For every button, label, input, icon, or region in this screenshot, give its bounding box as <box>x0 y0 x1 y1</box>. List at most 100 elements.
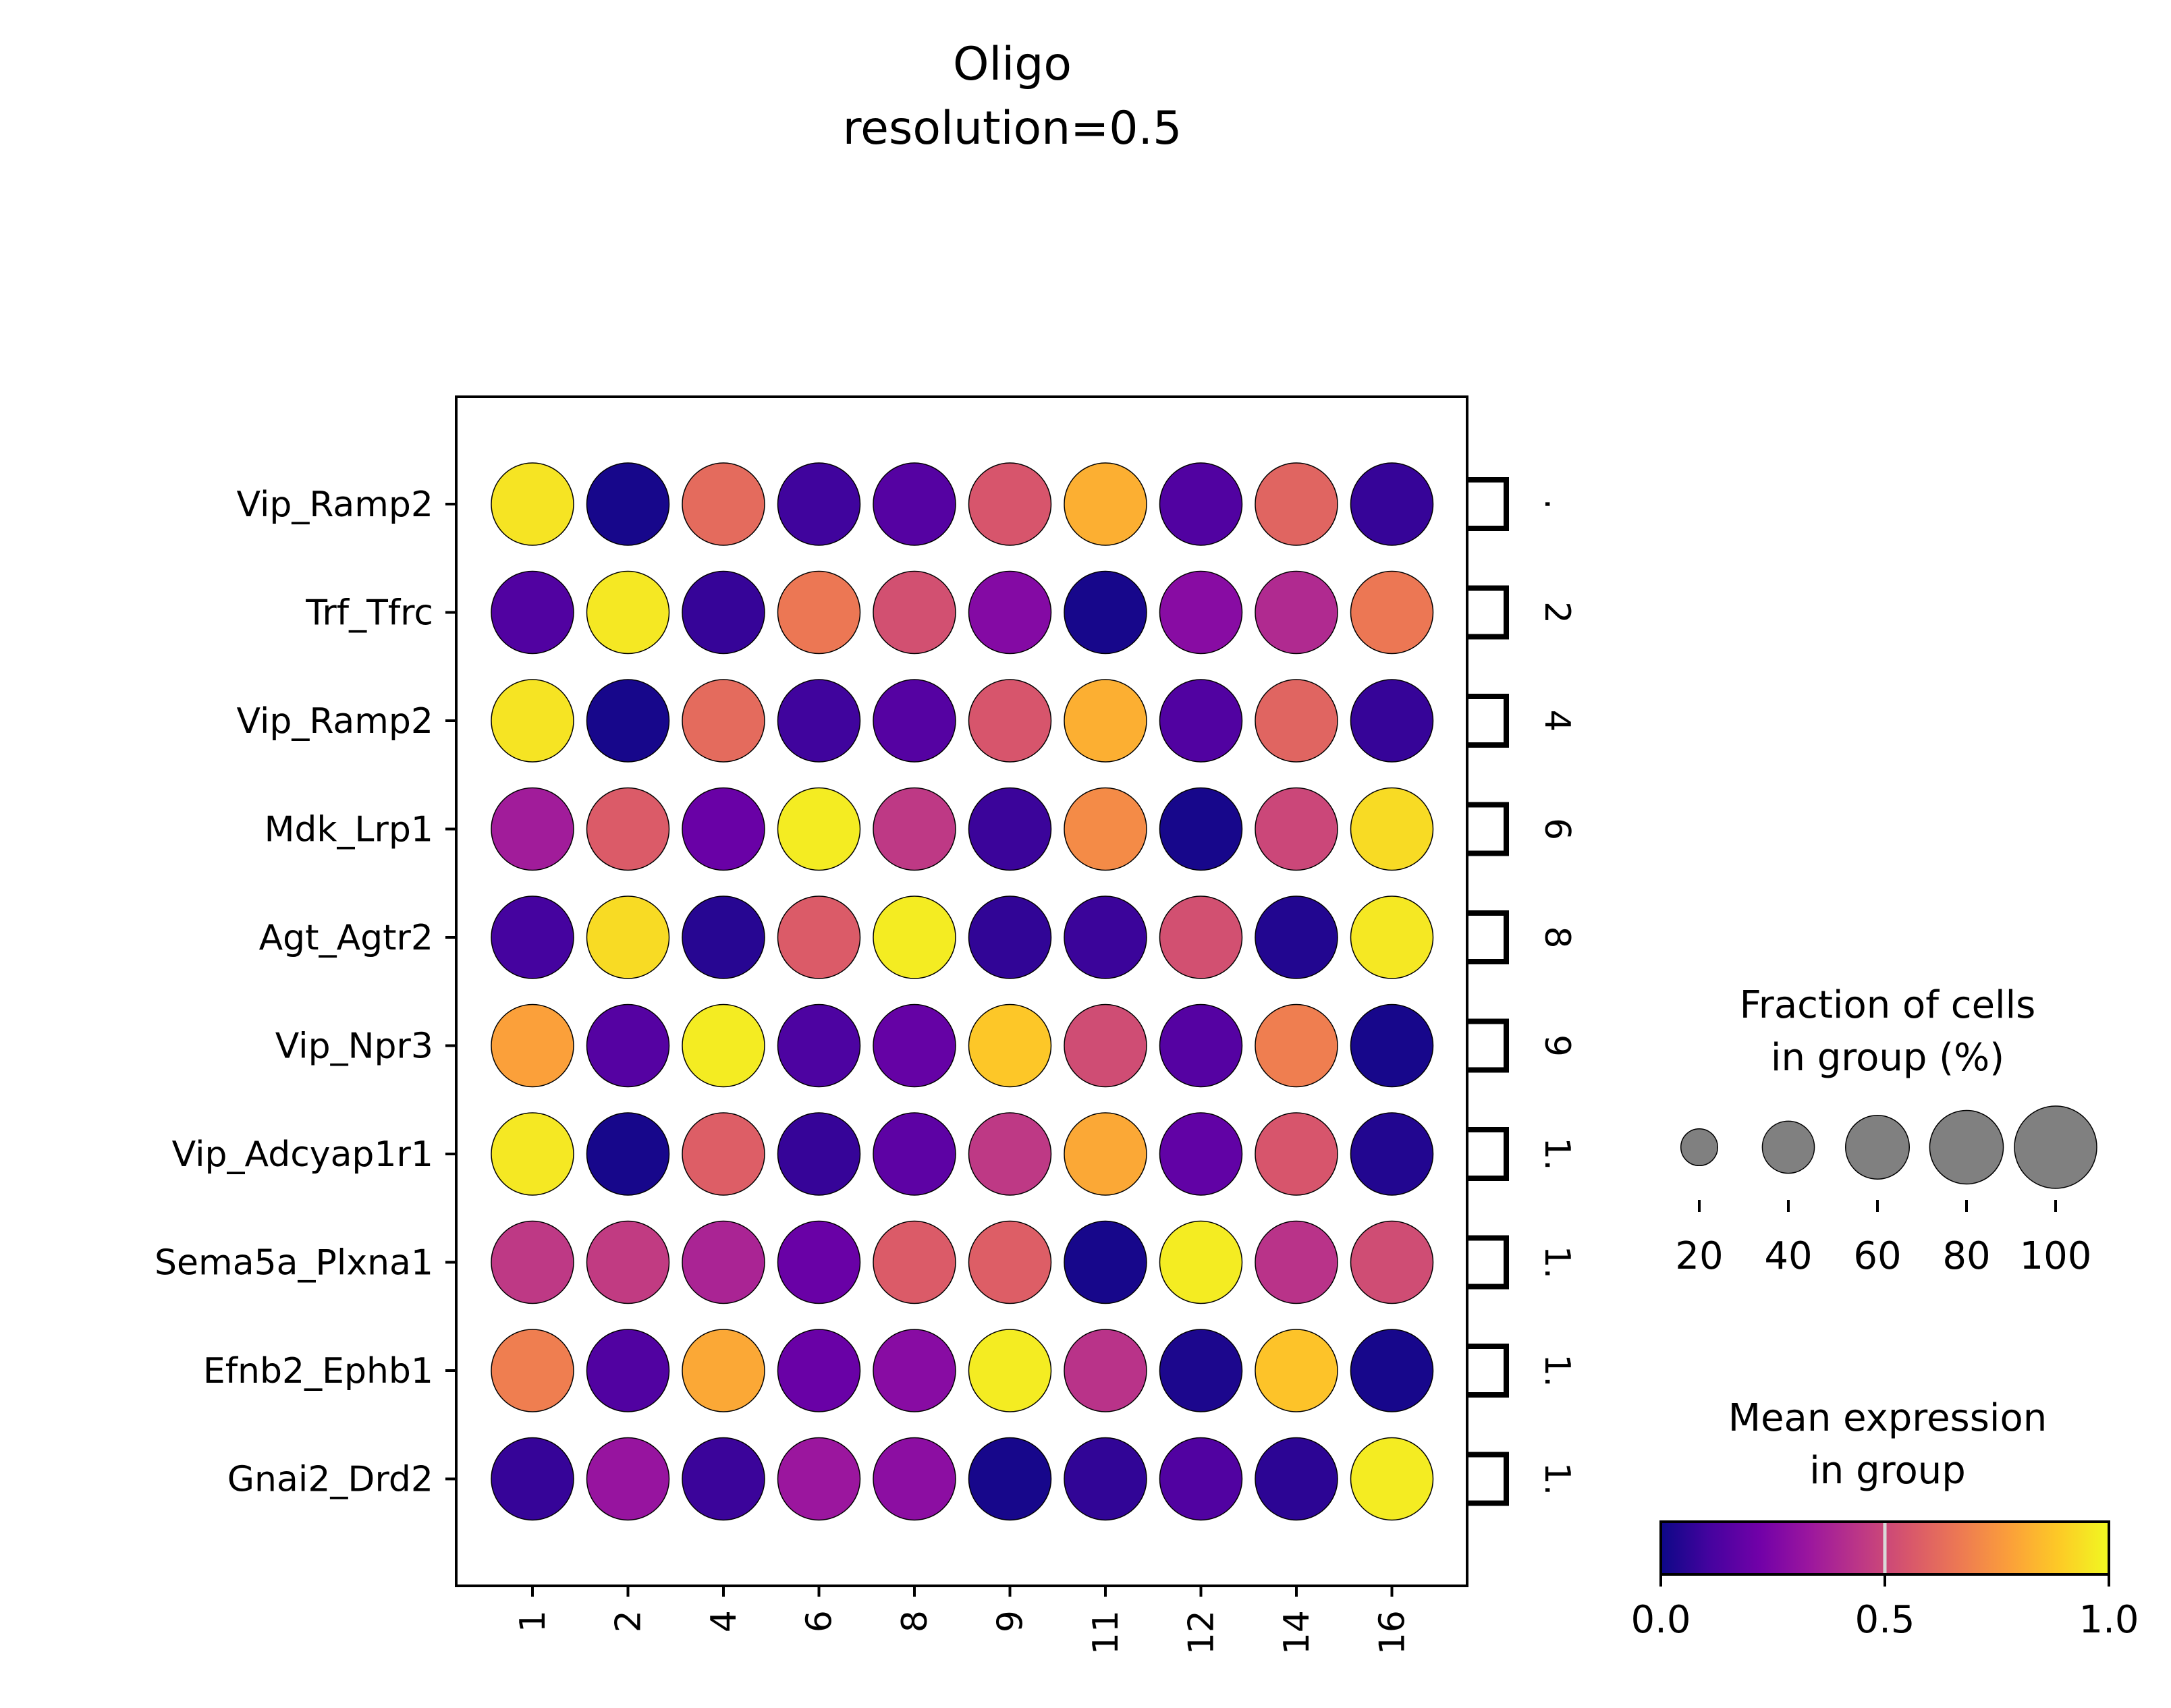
dot-8-1 <box>586 1329 670 1412</box>
y-tick-label: Gnai2_Drd2 <box>227 1460 433 1500</box>
dot-1-8 <box>1255 570 1338 655</box>
dot-2-8 <box>1255 679 1338 763</box>
chart-title-line: resolution=0.5 <box>843 102 1182 155</box>
y-tick-label: Agt_Agtr2 <box>259 918 433 958</box>
dot-6-7 <box>1159 1112 1243 1196</box>
dot-7-1 <box>586 1220 670 1304</box>
size-legend-dot <box>1929 1109 2004 1185</box>
group-bracket-label: 9 <box>1537 1035 1577 1057</box>
dot-1-4 <box>873 570 956 655</box>
dot-3-7 <box>1159 787 1243 871</box>
dot-8-7 <box>1159 1329 1243 1412</box>
dot-4-5 <box>968 896 1052 979</box>
size-legend-label: 100 <box>2020 1234 2092 1278</box>
group-bracket <box>1467 1235 1509 1290</box>
y-tick-label: Vip_Ramp2 <box>237 701 433 742</box>
size-legend-label: 80 <box>1942 1234 1990 1278</box>
dot-5-9 <box>1350 1003 1434 1088</box>
dot-4-2 <box>682 896 765 979</box>
dot-6-3 <box>777 1112 861 1196</box>
group-bracket-label: 1. <box>1537 1137 1577 1171</box>
dot-4-8 <box>1255 896 1338 979</box>
dot-7-7 <box>1159 1220 1243 1304</box>
dot-7-8 <box>1255 1220 1338 1304</box>
y-tick-label: Sema5a_Plxna1 <box>155 1243 433 1284</box>
x-tick-label: 2 <box>609 1610 649 1632</box>
dot-8-9 <box>1350 1329 1434 1412</box>
dot-0-5 <box>968 462 1052 546</box>
dot-7-9 <box>1350 1220 1434 1304</box>
x-tick-label: 9 <box>991 1610 1031 1632</box>
dot-0-9 <box>1350 462 1434 546</box>
dot-2-3 <box>777 679 861 763</box>
dot-6-2 <box>682 1112 765 1196</box>
dot-5-3 <box>777 1003 861 1088</box>
dot-1-2 <box>682 570 765 655</box>
dot-3-2 <box>682 787 765 871</box>
size-legend-label: 60 <box>1853 1234 1901 1278</box>
dot-8-3 <box>777 1329 861 1412</box>
size-legend-title-line: in group (%) <box>1771 1036 2004 1080</box>
group-bracket <box>1467 477 1509 531</box>
dot-4-7 <box>1159 896 1243 979</box>
dot-6-4 <box>873 1112 956 1196</box>
group-bracket <box>1467 910 1509 964</box>
colorbar-tick-label: 0.5 <box>1854 1598 1915 1642</box>
group-bracket <box>1467 1127 1509 1181</box>
x-tick-label: 14 <box>1277 1610 1317 1655</box>
colorbar-tick-label: 0.0 <box>1630 1598 1691 1642</box>
x-tick-label: 11 <box>1086 1610 1126 1655</box>
color-legend-title-line: Mean expression <box>1728 1396 2047 1440</box>
plot-frame <box>455 395 1468 1587</box>
dot-8-5 <box>968 1329 1052 1412</box>
dot-7-6 <box>1064 1220 1147 1304</box>
dot-5-6 <box>1064 1003 1147 1088</box>
group-bracket-label: 2 <box>1537 601 1577 624</box>
x-tick-label: 12 <box>1182 1610 1222 1655</box>
dot-0-2 <box>682 462 765 546</box>
x-tick-label: 1 <box>513 1610 553 1632</box>
dot-0-4 <box>873 462 956 546</box>
y-tick-label: Vip_Adcyap1r1 <box>172 1134 433 1175</box>
dot-8-8 <box>1255 1329 1338 1412</box>
dot-3-8 <box>1255 787 1338 871</box>
group-bracket-label: 1. <box>1537 1354 1577 1387</box>
group-bracket-label: 1. <box>1537 1246 1577 1279</box>
dot-7-0 <box>491 1220 574 1304</box>
dot-2-4 <box>873 679 956 763</box>
chart-title-line: Oligo <box>953 38 1072 91</box>
group-bracket-label: . <box>1537 499 1577 510</box>
dot-7-5 <box>968 1220 1052 1304</box>
dot-8-4 <box>873 1329 956 1412</box>
dot-2-9 <box>1350 679 1434 763</box>
colorbar-tick-label: 1.0 <box>2079 1598 2139 1642</box>
dot-1-7 <box>1159 570 1243 655</box>
group-bracket-label: 4 <box>1537 709 1577 732</box>
dot-3-3 <box>777 787 861 871</box>
dot-3-1 <box>586 787 670 871</box>
dot-2-1 <box>586 679 670 763</box>
group-bracket <box>1467 1452 1509 1506</box>
dot-3-4 <box>873 787 956 871</box>
dot-0-1 <box>586 462 670 546</box>
group-bracket-label: 1. <box>1537 1462 1577 1496</box>
dot-7-3 <box>777 1220 861 1304</box>
x-tick-label: 6 <box>800 1610 840 1632</box>
dot-4-9 <box>1350 896 1434 979</box>
group-bracket <box>1467 585 1509 640</box>
dot-3-9 <box>1350 787 1434 871</box>
dot-8-2 <box>682 1329 765 1412</box>
dot-7-2 <box>682 1220 765 1304</box>
dot-4-3 <box>777 896 861 979</box>
group-bracket <box>1467 1018 1509 1073</box>
dot-9-2 <box>682 1437 765 1521</box>
dot-9-6 <box>1064 1437 1147 1521</box>
dot-8-6 <box>1064 1329 1147 1412</box>
y-tick-label: Trf_Tfrc <box>305 593 433 634</box>
dot-4-0 <box>491 896 574 979</box>
dot-0-0 <box>491 462 574 546</box>
dot-1-6 <box>1064 570 1147 655</box>
dot-2-0 <box>491 679 574 763</box>
group-bracket <box>1467 802 1509 856</box>
